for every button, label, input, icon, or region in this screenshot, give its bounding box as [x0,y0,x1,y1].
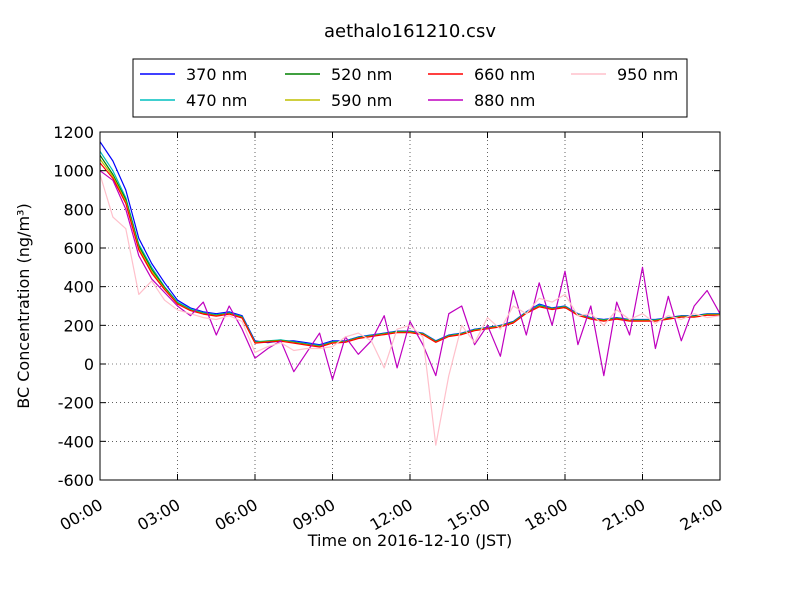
y-tick-label: 400 [63,278,94,297]
series-line-950-nm [99,174,721,446]
series-line-660-nm [99,162,720,348]
legend: 370 nm 470 nm 520 nm 590 nm 660 nm 880 nm 950 … [132,58,688,118]
y-tick-label: 1000 [53,162,94,181]
legend-box [132,58,688,118]
y-tick-label: 200 [63,316,94,335]
y-tick-label: -400 [58,432,94,451]
y-tick-label: 0 [84,355,94,374]
legend-label: 950 nm [617,65,678,84]
legend-label: 660 nm [474,65,535,84]
legend-label: 520 nm [331,65,392,84]
y-tick-label: 1200 [53,123,94,142]
y-tick-label: -200 [58,394,94,413]
chart-title: aethalo161210.csv [324,21,496,42]
plot-area [100,132,720,480]
legend-label: 370 nm [186,65,247,84]
legend-label: 590 nm [331,91,392,110]
series-line-880-nm [99,170,721,381]
series-lines [99,141,721,446]
y-tick-label: -600 [58,471,94,490]
y-axis-label: BC Concentration (ng/m³) [14,203,33,408]
x-axis-label: Time on 2016-12-10 (JST) [307,531,512,550]
legend-label: 880 nm [474,91,535,110]
y-tick-label: 800 [63,200,94,219]
legend-label: 470 nm [186,91,247,110]
y-tick-label: 600 [63,239,94,258]
